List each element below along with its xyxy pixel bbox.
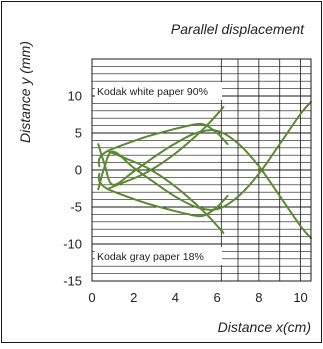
series-line-2 [97, 100, 312, 211]
series-group [97, 100, 312, 240]
series-line-4 [97, 172, 229, 218]
y-tick-label: -5 [70, 200, 82, 215]
x-tick-labels: 0 2 4 6 8 10 [88, 290, 307, 305]
y-tick-label: 10 [68, 89, 82, 104]
white-paper-label: Kodak white paper 90% [97, 86, 208, 98]
x-tick-label: 10 [293, 290, 307, 305]
gray-paper-label-box [95, 247, 222, 265]
y-axis-label: Distance y (mm) [17, 41, 33, 143]
series-line-6 [107, 150, 225, 234]
y-tick-label: -10 [63, 237, 82, 252]
outer-border [1, 1, 322, 343]
y-tick-label: -15 [63, 274, 82, 289]
x-tick-label: 8 [255, 290, 262, 305]
series-line-3 [97, 122, 229, 168]
y-tick-label: 0 [75, 163, 82, 178]
series-line-1 [97, 129, 312, 240]
x-axis-label: Distance x(cm) [218, 319, 311, 335]
plot-frame [91, 58, 312, 282]
x-tick-label: 4 [172, 290, 179, 305]
x-tick-label: 2 [130, 290, 137, 305]
chart-title: Parallel displacement [171, 21, 305, 37]
white-paper-label-box [95, 82, 222, 100]
x-tick-label: 6 [214, 290, 221, 305]
y-tick-label: 5 [75, 126, 82, 141]
series-line-5 [107, 106, 225, 190]
x-tick-label: 0 [88, 290, 95, 305]
gray-paper-label: Kodak gray paper 18% [97, 251, 204, 263]
label-boxes: Kodak white paper 90% Kodak gray paper 1… [95, 82, 222, 265]
y-tick-labels: -15 -10 -5 0 5 10 [63, 89, 82, 289]
